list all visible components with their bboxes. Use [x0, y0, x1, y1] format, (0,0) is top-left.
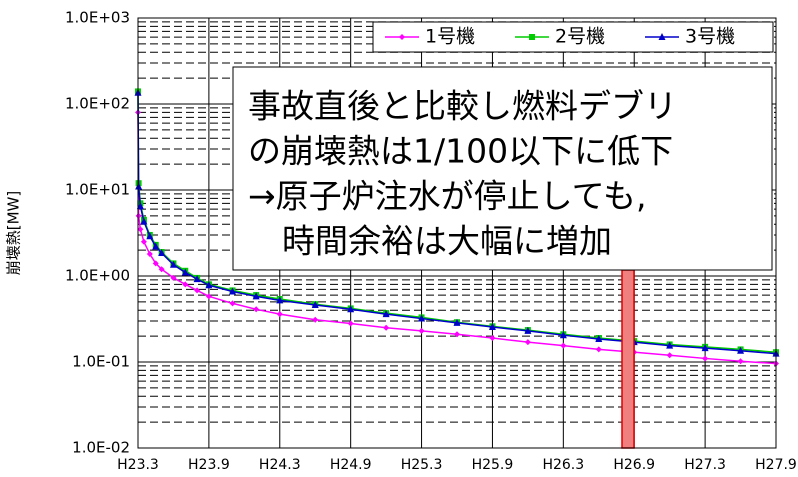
marker: [488, 323, 496, 331]
y-tick-label: 1.0E+03: [65, 9, 130, 27]
marker: [454, 331, 460, 338]
legend-label: 2号機: [555, 26, 605, 48]
y-tick-label: 1.0E+01: [65, 181, 130, 199]
marker: [140, 238, 147, 245]
marker: [229, 287, 237, 295]
legend-marker: [399, 34, 405, 40]
marker: [595, 346, 602, 353]
marker: [595, 335, 603, 343]
x-tick-label: H24.3: [259, 457, 301, 473]
marker: [169, 260, 177, 268]
y-tick-label: 1.0E-01: [72, 353, 130, 371]
marker: [524, 339, 531, 346]
marker: [140, 217, 148, 225]
marker: [158, 266, 165, 273]
marker: [737, 358, 744, 365]
marker: [347, 305, 355, 313]
series: [135, 109, 779, 367]
y-axis-label: 崩壊熱[MW]: [5, 191, 23, 275]
annotation-line: 時間余裕は大幅に増加: [282, 222, 612, 261]
marker: [181, 268, 189, 276]
marker: [229, 300, 236, 307]
marker: [158, 249, 166, 257]
x-tick-label: H24.9: [330, 457, 372, 473]
y-tick-label: 1.0E-02: [72, 439, 130, 457]
annotation-line: 事故直後と比較し燃料デブリ: [248, 87, 677, 126]
plot: [134, 88, 780, 367]
annotation: 事故直後と比較し燃料デブリ の崩壊熱は1/100以下に低下 →原子炉注水が停止し…: [232, 66, 773, 271]
marker: [559, 331, 567, 339]
marker: [311, 301, 319, 309]
x-tick-label: H25.3: [401, 457, 443, 473]
marker: [205, 293, 212, 300]
marker: [136, 202, 144, 210]
annotation-line: の崩壊熱は1/100以下に低下: [248, 132, 673, 171]
marker: [193, 275, 201, 283]
annotation-line: →原子炉注水が停止しても,: [248, 177, 647, 216]
legend-marker: [658, 33, 666, 40]
marker: [146, 251, 153, 258]
marker: [252, 292, 260, 300]
x-tick-label: H26.9: [613, 457, 655, 473]
marker: [382, 310, 390, 318]
marker: [137, 226, 144, 233]
series-line: [137, 112, 777, 365]
marker: [560, 342, 567, 349]
marker: [347, 320, 354, 327]
marker: [152, 242, 160, 250]
marker: [312, 316, 319, 323]
y-tick-label: 1.0E+02: [65, 95, 130, 113]
marker: [182, 281, 189, 288]
x-tick-label: H25.9: [472, 457, 514, 473]
marker: [418, 314, 426, 322]
highlight-band: [621, 269, 635, 449]
x-tick-label: H26.3: [542, 457, 584, 473]
legend-label: 3号機: [685, 26, 735, 48]
marker: [170, 274, 177, 281]
y-tick-label: 1.0E+00: [65, 267, 130, 285]
marker: [276, 296, 284, 304]
legend-marker: [529, 34, 535, 40]
marker: [135, 212, 142, 219]
marker: [524, 326, 532, 334]
marker: [135, 182, 143, 190]
marker: [205, 281, 213, 289]
marker: [737, 346, 745, 354]
annotation-box: [232, 66, 773, 271]
x-tick-label: H27.9: [755, 457, 797, 473]
legend: 1号機 2号機 3号機: [372, 21, 774, 53]
marker: [701, 344, 709, 352]
marker: [666, 352, 673, 359]
marker: [453, 318, 461, 326]
marker: [702, 355, 709, 362]
series-line: [137, 92, 777, 355]
x-tick-label: H23.3: [117, 457, 159, 473]
marker: [489, 335, 496, 342]
x-tick-label: H27.3: [684, 457, 726, 473]
legend-box: [372, 21, 774, 53]
plot-frame: [137, 17, 777, 449]
marker: [666, 341, 674, 349]
marker: [194, 287, 201, 294]
marker: [253, 306, 260, 313]
marker: [152, 260, 159, 267]
marker: [276, 311, 283, 318]
marker: [146, 232, 154, 240]
marker: [383, 324, 390, 331]
marker: [418, 327, 425, 334]
x-tick-label: H23.9: [188, 457, 230, 473]
legend-label: 1号機: [425, 26, 475, 48]
